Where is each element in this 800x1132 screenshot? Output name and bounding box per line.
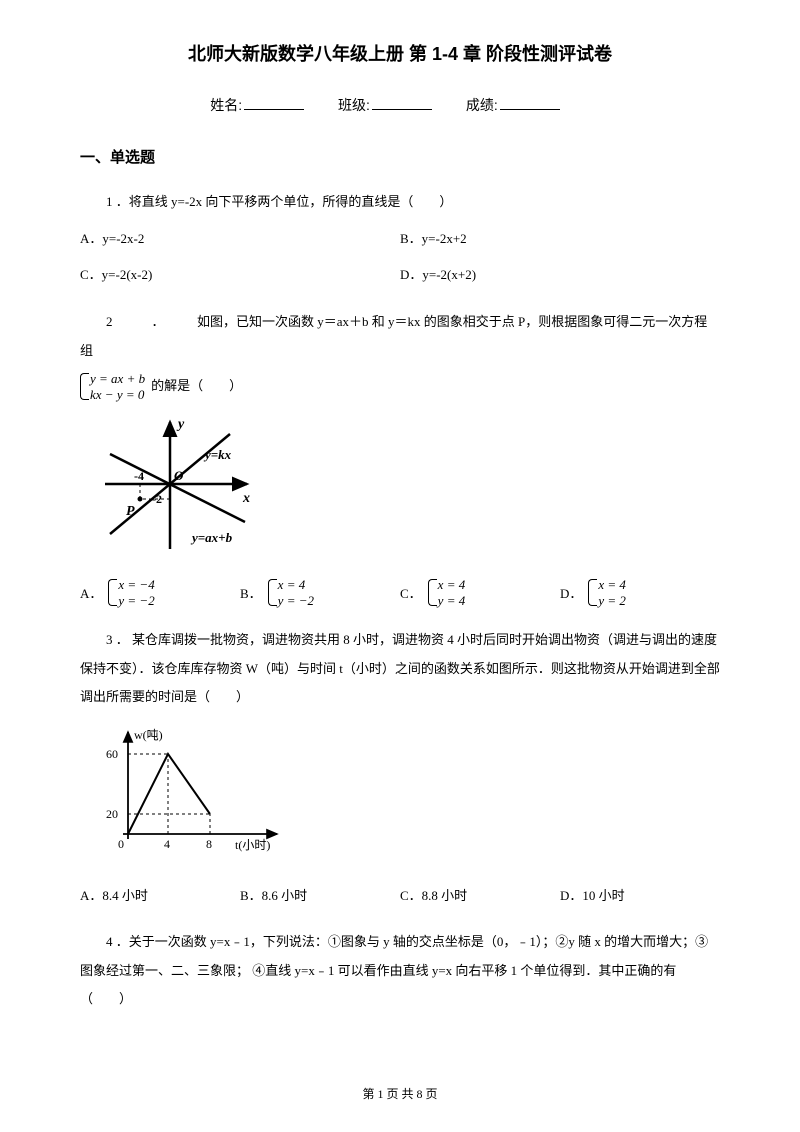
q2-opt-b-label: B． (240, 580, 262, 609)
q1-opt-d: D．y=-2(x+2) (400, 261, 720, 290)
score-blank (500, 109, 560, 110)
q2-system: y = ax + b kx − y = 0 (80, 371, 145, 402)
name-label: 姓名: (210, 97, 242, 113)
q2-opt-b-r1: x = 4 (278, 577, 314, 593)
svg-text:x: x (242, 491, 250, 506)
q3-opt-d: D．10 小时 (560, 882, 720, 911)
svg-text:y=kx: y=kx (203, 447, 232, 462)
section-heading: 一、单选题 (80, 146, 720, 170)
svg-text:y: y (176, 417, 185, 432)
class-blank (372, 109, 432, 110)
q1-opt-a: A．y=-2x-2 (80, 225, 400, 254)
q1-opt-b: B．y=-2x+2 (400, 225, 720, 254)
q2-opt-d: D． x = 4y = 2 (560, 577, 720, 608)
q2-tail: 的解是（ ） (151, 372, 242, 401)
q3-opt-a: A．8.4 小时 (80, 882, 240, 911)
student-info: 姓名: 班级: 成绩: (80, 94, 720, 116)
class-label: 班级: (338, 97, 370, 113)
q2-opt-c-r1: x = 4 (438, 577, 466, 593)
q3-text: 3 ． 某仓库调拨一批物资，调进物资共用 8 小时，调进物资 4 小时后同时开始… (80, 626, 720, 712)
q2-opt-c-r2: y = 4 (438, 593, 466, 609)
q2-eq1: y = ax + b (90, 371, 145, 387)
score-label: 成绩: (466, 97, 498, 113)
q2-opt-c: C． x = 4y = 4 (400, 577, 560, 608)
svg-text:0: 0 (118, 837, 124, 851)
q2-opt-a-r2: y = −2 (118, 593, 154, 609)
svg-text:20: 20 (106, 807, 118, 821)
q2-lead: 2 ． 如图，已知一次函数 y＝ax＋b 和 y＝kx 的图象相交于点 P，则根… (80, 308, 720, 365)
q2-graph: y x O -4 -2 Py=kx y=ax+b (100, 414, 720, 565)
q3-opt-c: C．8.8 小时 (400, 882, 560, 911)
q2-opt-a-r1: x = −4 (118, 577, 154, 593)
svg-text:-2: -2 (152, 492, 162, 506)
svg-text:y=ax+b: y=ax+b (190, 530, 233, 545)
name-blank (244, 109, 304, 110)
question-1: 1 ．将直线 y=-2x 向下平移两个单位，所得的直线是（ ） A．y=-2x-… (80, 188, 720, 290)
question-3: 3 ． 某仓库调拨一批物资，调进物资共用 8 小时，调进物资 4 小时后同时开始… (80, 626, 720, 910)
page-title: 北师大新版数学八年级上册 第 1-4 章 阶段性测评试卷 (80, 40, 720, 69)
q2-options: A． x = −4y = −2 B． x = 4y = −2 C． x = 4y… (80, 577, 720, 608)
q2-eq2: kx − y = 0 (90, 387, 145, 403)
svg-text:-4: -4 (134, 469, 144, 483)
q1-opt-c: C．y=-2(x-2) (80, 261, 400, 290)
svg-text:60: 60 (106, 747, 118, 761)
svg-text:P: P (126, 504, 135, 519)
page-footer: 第 1 页 共 8 页 (0, 1085, 800, 1104)
q3-opt-b: B．8.6 小时 (240, 882, 400, 911)
svg-text:w(吨): w(吨) (134, 728, 163, 742)
svg-text:4: 4 (164, 837, 170, 851)
question-2: 2 ． 如图，已知一次函数 y＝ax＋b 和 y＝kx 的图象相交于点 P，则根… (80, 308, 720, 608)
q2-opt-d-r1: x = 4 (598, 577, 626, 593)
q3-graph: w(吨) t(小时) 60 20 0 4 8 (100, 724, 720, 870)
q2-opt-d-r2: y = 2 (598, 593, 626, 609)
q2-opt-b: B． x = 4y = −2 (240, 577, 400, 608)
q4-text: 4 ．关于一次函数 y=x﹣1，下列说法：①图象与 y 轴的交点坐标是（0，﹣1… (80, 928, 720, 1014)
q2-opt-a: A． x = −4y = −2 (80, 577, 240, 608)
q2-opt-c-label: C． (400, 580, 422, 609)
svg-text:t(小时): t(小时) (235, 838, 270, 852)
question-4: 4 ．关于一次函数 y=x﹣1，下列说法：①图象与 y 轴的交点坐标是（0，﹣1… (80, 928, 720, 1014)
q1-text: 1 ．将直线 y=-2x 向下平移两个单位，所得的直线是（ ） (80, 188, 720, 217)
svg-text:O: O (174, 468, 184, 483)
q2-opt-a-label: A． (80, 580, 102, 609)
q2-opt-d-label: D． (560, 580, 582, 609)
svg-text:8: 8 (206, 837, 212, 851)
q2-opt-b-r2: y = −2 (278, 593, 314, 609)
